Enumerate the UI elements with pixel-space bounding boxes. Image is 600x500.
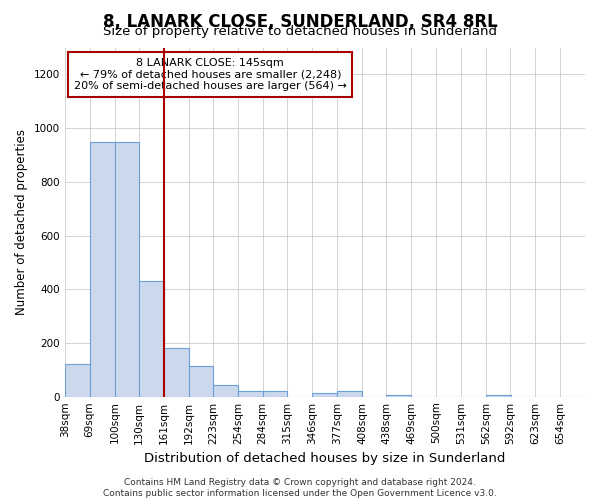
Text: Contains HM Land Registry data © Crown copyright and database right 2024.
Contai: Contains HM Land Registry data © Crown c… <box>103 478 497 498</box>
Bar <box>65 364 89 396</box>
Bar <box>263 392 287 396</box>
Y-axis label: Number of detached properties: Number of detached properties <box>15 129 28 315</box>
Bar <box>386 394 411 396</box>
Bar <box>313 392 337 396</box>
Bar <box>337 392 362 396</box>
Bar <box>238 392 263 396</box>
Bar <box>214 384 238 396</box>
Text: Size of property relative to detached houses in Sunderland: Size of property relative to detached ho… <box>103 25 497 38</box>
X-axis label: Distribution of detached houses by size in Sunderland: Distribution of detached houses by size … <box>144 452 506 465</box>
Bar <box>164 348 188 397</box>
Bar <box>188 366 214 396</box>
Bar <box>89 142 115 396</box>
Bar <box>139 281 164 396</box>
Text: 8, LANARK CLOSE, SUNDERLAND, SR4 8RL: 8, LANARK CLOSE, SUNDERLAND, SR4 8RL <box>103 12 497 30</box>
Bar <box>115 142 139 397</box>
Bar <box>486 394 511 396</box>
Text: 8 LANARK CLOSE: 145sqm
← 79% of detached houses are smaller (2,248)
20% of semi-: 8 LANARK CLOSE: 145sqm ← 79% of detached… <box>74 58 347 91</box>
